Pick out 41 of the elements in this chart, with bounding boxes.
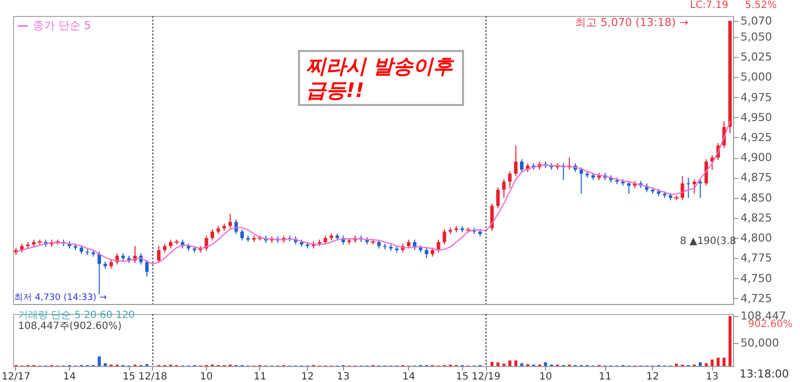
x-tick-label: 11 — [254, 372, 266, 382]
x-tick-label: 12/17 — [2, 372, 30, 382]
x-tick-label: 14 — [402, 372, 416, 382]
legend-label: 종가 단순 5 — [33, 19, 91, 32]
annotation: 최고 5,070 (13:18) → — [575, 15, 688, 30]
y-tick-label: 5,070 — [740, 14, 772, 28]
annotation: 108,447주(902.60%) — [18, 320, 122, 333]
x-tick-label: 14 — [63, 372, 76, 382]
x-tick-label: 15 — [122, 372, 136, 382]
x-tick-label: 12 — [646, 372, 660, 382]
y-tick-label: 4,950 — [740, 110, 772, 124]
y-tick-label: 4,725 — [740, 292, 772, 305]
y-tick-label: 4,850 — [740, 191, 772, 204]
x-tick-label: 10 — [539, 372, 552, 382]
y-tick-label: 4,875 — [740, 171, 772, 184]
x-tick-label: 11 — [598, 372, 612, 382]
x-axis-title: 13:18:00 — [740, 368, 789, 380]
text: 5.52% — [745, 0, 777, 11]
x-tick-label: 15 — [456, 372, 469, 382]
text: LC:7.19 — [690, 0, 728, 11]
y-tick-label: 4,775 — [740, 252, 772, 265]
annotation: 거래량 단순 5 20 60 120 — [18, 309, 135, 321]
y-tick-label: 5,000 — [740, 70, 772, 84]
x-tick-label: 12/18 — [138, 372, 168, 382]
x-tick-label: 13 — [336, 372, 350, 382]
y-tick-label: 5,050 — [740, 30, 772, 44]
x-tick-label: 12/19 — [472, 372, 500, 382]
annotation: 최저 4,730 (14:33) → — [14, 292, 107, 304]
y-tick-label: 4,800 — [740, 232, 772, 245]
y-tick-label: 4,900 — [740, 151, 772, 164]
y-tick-label: 50,000 — [740, 336, 779, 350]
y-tick-label: 4,925 — [740, 130, 772, 144]
y-tick-label: 4,825 — [740, 211, 772, 224]
x-tick-label: 13 — [706, 372, 719, 382]
x-tick-label: 12 — [301, 372, 314, 382]
annotation: 찌라시 발송이후 급등!! — [298, 50, 464, 106]
annotation: 8 ▲190(3.8 — [680, 236, 736, 247]
y-tick-label: 4,750 — [740, 272, 772, 285]
x-tick-label: 10 — [200, 372, 213, 382]
y-tick-label: 5,025 — [740, 50, 772, 64]
y-tick-label: 4,975 — [740, 90, 772, 104]
